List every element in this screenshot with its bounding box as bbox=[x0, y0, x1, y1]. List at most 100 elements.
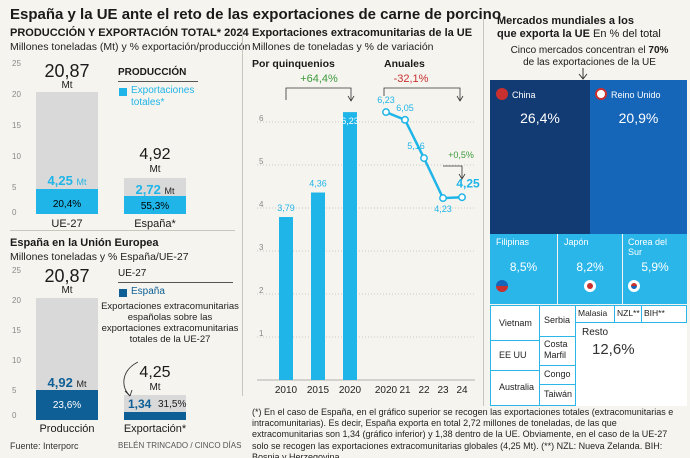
tile-rest: Resto 12,6% bbox=[576, 323, 687, 406]
y-tick: 5 bbox=[259, 157, 264, 166]
annual-last-change: +0,5% bbox=[448, 150, 474, 160]
exp-es-bar bbox=[124, 412, 186, 420]
annual-x-label: 2020 bbox=[375, 385, 398, 396]
y-tick: 5 bbox=[12, 183, 17, 192]
quin-bar bbox=[343, 112, 357, 381]
annual-point-label: 4,25 bbox=[456, 176, 480, 190]
legend-swatch-spain bbox=[119, 289, 127, 297]
prod-label: Producción bbox=[39, 423, 95, 435]
es-bar-label: España* bbox=[134, 218, 176, 230]
y-tick: 20 bbox=[12, 296, 21, 305]
ph-label: Filipinas bbox=[496, 237, 530, 247]
uk-label: Reino Unido bbox=[611, 90, 661, 100]
callout-arrow bbox=[123, 361, 139, 397]
y-tick: 15 bbox=[12, 121, 21, 130]
annual-x-label: 24 bbox=[456, 385, 468, 396]
y-tick: 15 bbox=[12, 326, 21, 335]
source: Fuente: Interporc bbox=[10, 441, 79, 451]
ue-bar-label: UE-27 bbox=[51, 218, 83, 230]
china-label: China bbox=[512, 90, 536, 100]
exp-total-value: 4,25 bbox=[139, 364, 171, 381]
tile-japan: Japón 8,2% bbox=[558, 234, 622, 304]
annual-point-label: 6,23 bbox=[377, 95, 395, 105]
prod-pct: 23,6% bbox=[52, 400, 82, 411]
tile-nzl: NZL** bbox=[615, 306, 641, 322]
y-tick: 20 bbox=[12, 90, 21, 99]
production-heading: PRODUCCIÓN Y EXPORTACIÓN TOTAL* 2024 bbox=[10, 27, 249, 39]
divider bbox=[483, 14, 484, 406]
es-export-value: 2,72 Mt bbox=[135, 182, 175, 197]
es-export-bar bbox=[124, 196, 186, 214]
es-total-value: 4,92 bbox=[139, 146, 171, 163]
y-tick: 6 bbox=[259, 114, 264, 123]
tile-china: China 26,4% bbox=[490, 80, 590, 234]
annual-x-label: 21 bbox=[399, 385, 411, 396]
tile-philippines: Filipinas 8,5% bbox=[490, 234, 557, 304]
kr-value: 5,9% bbox=[641, 260, 669, 274]
tile-malasia: Malasia bbox=[576, 306, 614, 322]
tile-serbia: Serbia bbox=[540, 306, 575, 336]
y-tick: 1 bbox=[259, 329, 264, 338]
china-value: 26,4% bbox=[520, 110, 560, 126]
prod-es-value: 4,92 Mt bbox=[47, 375, 87, 390]
tile-congo: Congo bbox=[540, 366, 575, 384]
production-subtitle: Millones toneladas (Mt) y % exportación/… bbox=[10, 41, 251, 53]
ue-export-value: 4,25 Mt bbox=[47, 173, 87, 188]
china-flag-icon bbox=[496, 88, 508, 100]
annual-point-label: 4,23 bbox=[434, 204, 452, 214]
uk-flag-icon bbox=[595, 88, 607, 100]
y-tick: 2 bbox=[259, 286, 264, 295]
prod-total-value: 20,87 bbox=[44, 266, 90, 286]
y-tick: 4 bbox=[259, 200, 264, 209]
annual-point bbox=[382, 108, 390, 117]
spain-eu-legend-note: Exportaciones extracomunitarias española… bbox=[101, 301, 239, 345]
y-tick: 3 bbox=[259, 243, 264, 252]
extra-subtitle: Millones de toneladas y % de variación bbox=[252, 41, 434, 53]
markets-subtitle: Cinco mercados concentran el 70% de las … bbox=[510, 45, 669, 68]
ue-total-unit: Mt bbox=[61, 80, 73, 91]
annual-point bbox=[458, 193, 466, 202]
quin-title: Por quinquenios bbox=[252, 58, 335, 70]
exp-pct: 31,5% bbox=[158, 399, 187, 410]
uk-value: 20,9% bbox=[618, 110, 659, 126]
quin-bar bbox=[311, 192, 325, 380]
tile-bih: BIH** bbox=[642, 306, 686, 322]
es-export-pct: 55,3% bbox=[140, 201, 170, 212]
legend-swatch-export bbox=[119, 88, 127, 96]
divider bbox=[242, 28, 243, 396]
divider bbox=[10, 230, 235, 231]
annual-point bbox=[401, 115, 409, 124]
credit: BELÉN TRINCADO / CINCO DÍAS bbox=[118, 441, 242, 450]
spain-eu-heading: España en la Unión Europea bbox=[10, 237, 159, 249]
ph-value: 8,5% bbox=[509, 260, 538, 274]
spain-eu-legend-title: UE-27 bbox=[118, 268, 233, 283]
y-tick: 25 bbox=[12, 266, 21, 275]
ue-export-pct: 20,4% bbox=[52, 199, 82, 210]
annual-x-label: 23 bbox=[437, 385, 449, 396]
kr-flag-icon bbox=[628, 280, 640, 292]
tile-australia: Australia bbox=[491, 371, 539, 405]
quin-bar-label: 6,23 bbox=[341, 116, 359, 126]
jp-flag-icon bbox=[584, 280, 596, 292]
spain-eu-subtitle: Millones toneladas y % España/UE-27 bbox=[10, 251, 189, 263]
y-tick: 25 bbox=[12, 59, 21, 68]
annual-title: Anuales bbox=[384, 58, 425, 70]
production-legend-title: PRODUCCIÓN bbox=[118, 67, 198, 82]
extra-chart: 6 5 4 3 2 1 3,79 2010 4,36 2015 6,23 2020 6,2… bbox=[257, 73, 480, 396]
annual-change: -32,1% bbox=[394, 73, 429, 85]
y-tick: 0 bbox=[12, 208, 17, 217]
y-tick: 0 bbox=[12, 411, 17, 420]
y-tick: 5 bbox=[12, 386, 17, 395]
kr-label: Corea del Sur bbox=[628, 237, 668, 257]
exp-es-value: 1,34 bbox=[128, 397, 152, 411]
tile-costa-marfil: Costa Marfil bbox=[540, 337, 575, 365]
es-total-unit: Mt bbox=[149, 164, 161, 175]
ph-flag-icon bbox=[496, 280, 508, 292]
production-legend-item: Exportaciones totales* bbox=[131, 85, 195, 108]
markets-arrow-icon bbox=[578, 68, 588, 80]
ue-total-value: 20,87 bbox=[44, 61, 90, 81]
footnote: (*) En el caso de España, en el gráfico … bbox=[252, 407, 674, 458]
tile-korea: Corea del Sur 5,9% bbox=[623, 234, 687, 304]
quin-bar bbox=[279, 217, 293, 380]
annual-point bbox=[439, 194, 447, 203]
